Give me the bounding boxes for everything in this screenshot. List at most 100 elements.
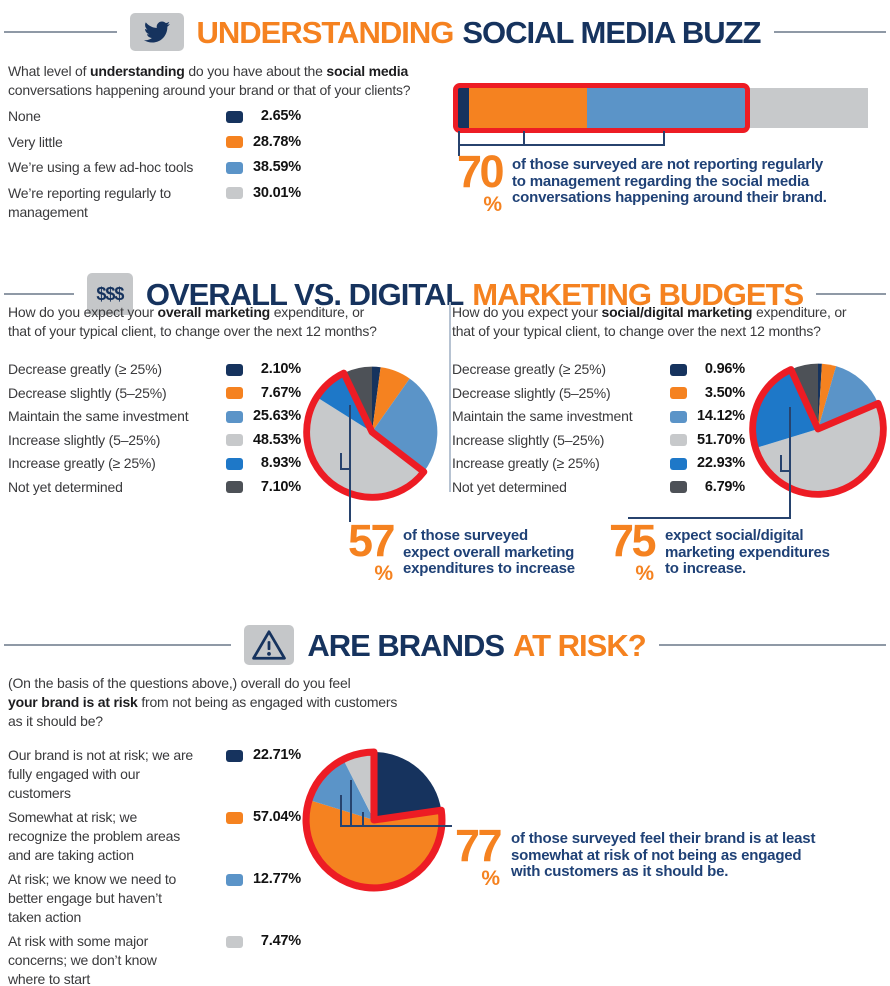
legend-item: Increase slightly (5–25%) 51.70% xyxy=(452,431,752,450)
legend-color-chip xyxy=(226,161,243,174)
question-line: conversations happening around your bran… xyxy=(8,82,411,98)
legend-item: Increase greatly (≥ 25%) 22.93% xyxy=(452,454,752,473)
legend-value: 7.67% xyxy=(260,384,301,401)
section-header-buzz: UNDERSTANDING SOCIAL MEDIA BUZZ xyxy=(4,10,887,54)
legend-color-chip xyxy=(226,811,243,824)
question-overall-budget: How do you expect your overall marketing… xyxy=(8,303,443,341)
legend-color-chip xyxy=(670,434,687,446)
twitter-icon xyxy=(129,13,184,51)
legend-color-chip xyxy=(226,935,243,948)
connector-tick xyxy=(340,453,342,470)
callout-line: to increase. xyxy=(665,560,746,577)
legend-label: At risk; we know we need to better engag… xyxy=(8,871,177,925)
column-divider xyxy=(449,302,451,492)
legend-value: 22.71% xyxy=(253,747,301,763)
dollars-icon: $$$ xyxy=(86,273,133,315)
legend-color-chip xyxy=(670,457,687,470)
legend-label: Increase slightly (5–25%) xyxy=(452,431,605,448)
legend-value: 22.93% xyxy=(697,455,745,471)
legend-label: Decrease greatly (≥ 25%) xyxy=(452,361,606,377)
section-header-budgets: $$$ OVERALL VS. DIGITAL MARKETING BUDGETS xyxy=(4,272,887,316)
warning-triangle-icon xyxy=(244,625,295,665)
header-rule-right xyxy=(658,644,887,646)
legend-color-chip xyxy=(226,481,243,493)
legend-color-chip xyxy=(226,110,243,123)
legend-value: 12.77% xyxy=(253,871,301,887)
legend-item: Increase slightly (5–25%) 48.53% xyxy=(8,431,308,450)
legend-item: Decrease slightly (5–25%) 3.50% xyxy=(452,384,752,403)
legend-overall-budget: Decrease greatly (≥ 25%) 2.10% Decrease s… xyxy=(8,360,308,501)
legend-value: 14.12% xyxy=(697,408,745,424)
legend-value: 57.04% xyxy=(253,809,301,825)
callout-line: expenditures to increase xyxy=(403,560,575,577)
title-word-navy: SOCIAL MEDIA BUZZ xyxy=(462,14,761,50)
legend-value: 25.63% xyxy=(253,408,301,424)
legend-label: Increase greatly (≥ 25%) xyxy=(8,455,156,471)
legend-value: 7.47% xyxy=(260,933,301,949)
callout-line: expect overall marketing xyxy=(403,543,575,561)
legend-value: 8.93% xyxy=(260,455,301,471)
callout-line: to management regarding the social media xyxy=(512,172,810,190)
legend-item: Very little 28.78% xyxy=(8,133,308,152)
callout-text-77: of those surveyed feel their brand is at… xyxy=(511,830,876,881)
legend-item: At risk with some major concerns; we don… xyxy=(8,932,308,986)
legend-value: 51.70% xyxy=(697,431,745,448)
big-number: 75 xyxy=(608,515,657,566)
legend-value: 38.59% xyxy=(253,159,301,175)
legend-label: Very little xyxy=(8,133,63,150)
legend-label: We’re reporting regularly to management xyxy=(8,184,171,220)
legend-item: Our brand is not at risk; we are fully e… xyxy=(8,746,308,803)
header-rule-right xyxy=(816,293,887,295)
percent-sign: % xyxy=(483,192,502,216)
question-line: How do you expect your social/digital ma… xyxy=(452,304,847,320)
legend-label: We’re using a few ad-hoc tools xyxy=(8,159,194,175)
legend-color-chip xyxy=(670,387,687,399)
legend-value: 2.65% xyxy=(260,108,301,124)
legend-item: We’re using a few ad-hoc tools 38.59% xyxy=(8,158,308,177)
connector-tick xyxy=(780,455,782,472)
connector-tick xyxy=(458,131,460,146)
bar-segments xyxy=(458,88,868,128)
legend-label: Decrease greatly (≥ 25%) xyxy=(8,361,162,377)
question-line: your brand is at risk from not being as … xyxy=(8,694,398,710)
legend-value: 48.53% xyxy=(253,431,301,448)
connector-line xyxy=(340,468,351,470)
callout-line: of those surveyed xyxy=(403,527,528,544)
legend-color-chip xyxy=(226,387,243,399)
legend-label: Maintain the same investment xyxy=(8,408,189,424)
header-rule-left xyxy=(4,644,232,646)
section-header-risk: ARE BRANDS AT RISK? xyxy=(4,623,887,667)
percent-sign: % xyxy=(635,561,654,585)
legend-value: 3.50% xyxy=(704,384,745,401)
pie-chart-brand-risk xyxy=(302,748,446,892)
connector-tick xyxy=(350,780,352,827)
legend-label: Our brand is not at risk; we are fully e… xyxy=(8,747,194,801)
legend-risk: Our brand is not at risk; we are fully e… xyxy=(8,746,308,986)
legend-value: 0.96% xyxy=(704,361,745,377)
legend-label: Not yet determined xyxy=(8,478,123,495)
connector-line xyxy=(349,405,351,522)
legend-color-chip xyxy=(226,187,243,199)
legend-label: None xyxy=(8,108,41,124)
callout-text-57: of those surveyed expect overall marketi… xyxy=(403,527,608,578)
dollars-label: $$$ xyxy=(96,283,124,304)
header-rule-right xyxy=(773,31,887,33)
callout-line: marketing expenditures xyxy=(665,543,830,561)
question-buzz: What level of understanding do you have … xyxy=(8,62,453,100)
legend-label: Increase slightly (5–25%) xyxy=(8,431,161,448)
legend-color-chip xyxy=(670,363,687,376)
section-title-budgets: OVERALL VS. DIGITAL MARKETING BUDGETS xyxy=(146,279,804,310)
legend-color-chip xyxy=(226,136,243,148)
percent-sign: % xyxy=(374,561,393,585)
callout-text-70: of those surveyed are not reporting regu… xyxy=(512,156,872,207)
legend-color-chip xyxy=(670,410,687,423)
header-rule-left xyxy=(4,293,74,295)
title-word-orange: AT RISK? xyxy=(513,627,647,663)
legend-item: Decrease greatly (≥ 25%) 2.10% xyxy=(8,360,308,379)
callout-number-57: 57 % xyxy=(343,518,396,585)
legend-item: Somewhat at risk; we recognize the probl… xyxy=(8,808,308,865)
legend-item: Decrease greatly (≥ 25%) 0.96% xyxy=(452,360,752,379)
question-line: What level of understanding do you have … xyxy=(8,63,409,79)
legend-item: Increase greatly (≥ 25%) 8.93% xyxy=(8,454,308,473)
